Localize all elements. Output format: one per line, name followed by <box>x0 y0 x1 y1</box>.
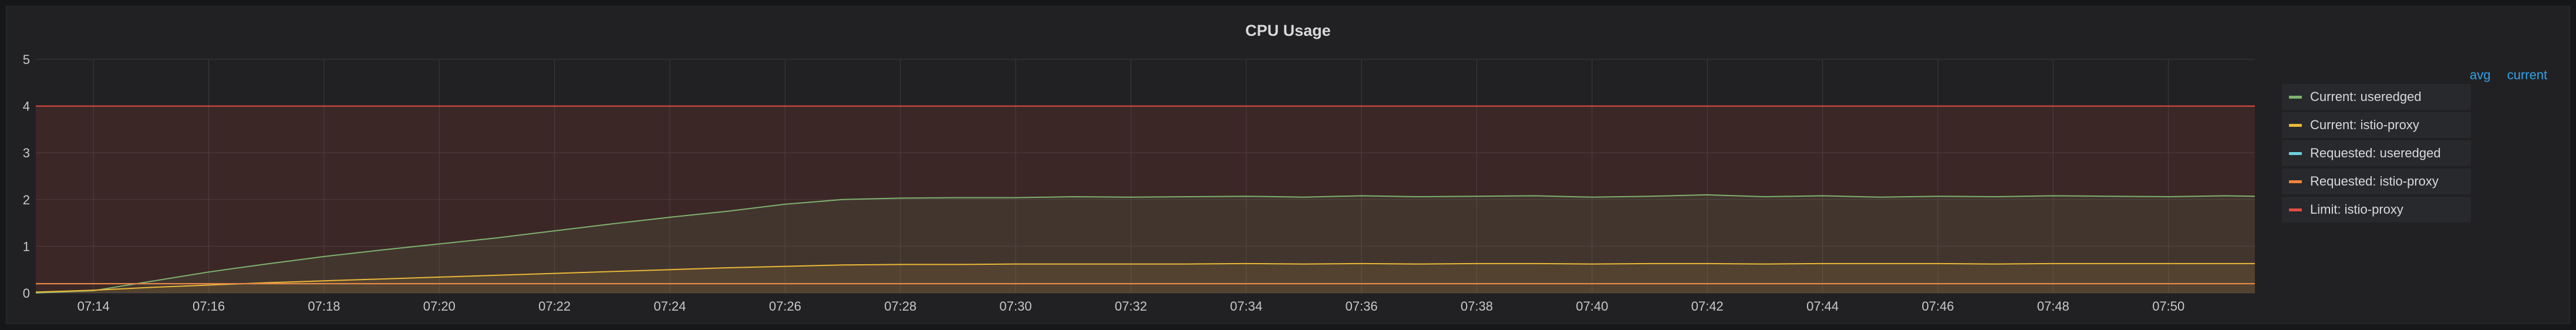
x-tick-label: 07:22 <box>538 299 571 314</box>
series-area-current-istio-proxy <box>36 263 2255 293</box>
x-tick-label: 07:40 <box>1576 299 1608 314</box>
legend-swatch <box>2289 180 2302 183</box>
x-tick-label: 07:32 <box>1115 299 1147 314</box>
legend-item-label: Limit: istio-proxy <box>2310 202 2403 217</box>
threshold-region <box>36 106 2255 293</box>
panel-title[interactable]: CPU Usage <box>1245 22 1331 39</box>
x-tick-label: 07:46 <box>1921 299 1954 314</box>
y-tick-label: 2 <box>23 193 30 207</box>
legend-column-current[interactable]: current <box>2507 68 2548 82</box>
x-tick-label: 07:34 <box>1230 299 1262 314</box>
legend-columns-header: avg current <box>2470 68 2560 83</box>
legend-item-limit-istio-proxy[interactable]: Limit: istio-proxy <box>2282 197 2471 223</box>
legend-item-label: Current: istio-proxy <box>2310 117 2419 132</box>
legend-item-requested-useredged[interactable]: Requested: useredged <box>2282 140 2471 166</box>
chart-grid <box>36 59 2255 294</box>
x-axis: 07:14 07:16 07:18 07:20 07:22 07:24 07:26 07:28… <box>77 299 2185 314</box>
x-tick-label: 07:38 <box>1461 299 1493 314</box>
y-tick-label: 3 <box>23 146 30 160</box>
legend-swatch <box>2289 123 2302 127</box>
legend-item-current-useredged[interactable]: Current: useredged <box>2282 84 2471 110</box>
x-tick-label: 07:20 <box>423 299 456 314</box>
y-tick-label: 1 <box>23 239 30 254</box>
x-tick-label: 07:42 <box>1691 299 1724 314</box>
legend-item-label: Requested: useredged <box>2310 146 2441 160</box>
x-tick-label: 07:30 <box>1000 299 1032 314</box>
y-tick-label: 5 <box>23 52 30 67</box>
x-tick-label: 07:48 <box>2037 299 2069 314</box>
x-tick-label: 07:44 <box>1806 299 1839 314</box>
legend-swatch <box>2289 208 2302 211</box>
chart-series <box>35 105 2255 294</box>
x-tick-label: 07:36 <box>1346 299 1378 314</box>
series-line-current-istio-proxy <box>35 262 2255 293</box>
threshold-fill <box>36 106 2255 293</box>
y-tick-label: 0 <box>23 286 30 301</box>
legend-item-label: Requested: istio-proxy <box>2310 174 2439 188</box>
legend-column-avg[interactable]: avg <box>2470 68 2491 82</box>
x-tick-label: 07:24 <box>653 299 686 314</box>
y-tick-label: 4 <box>23 99 30 114</box>
legend-list: Current: useredged Current: istio-proxy … <box>2282 84 2471 225</box>
x-tick-label: 07:50 <box>2152 299 2184 314</box>
x-tick-label: 07:18 <box>308 299 340 314</box>
x-tick-label: 07:28 <box>884 299 916 314</box>
x-tick-label: 07:16 <box>193 299 225 314</box>
legend-item-label: Current: useredged <box>2310 89 2422 104</box>
legend-swatch <box>2289 151 2302 155</box>
y-axis: 0 1 2 3 4 5 <box>23 52 30 301</box>
legend-item-current-istio-proxy[interactable]: Current: istio-proxy <box>2282 112 2471 138</box>
legend-item-requested-istio-proxy[interactable]: Requested: istio-proxy <box>2282 169 2471 194</box>
series-area-current-useredged <box>36 194 2255 293</box>
legend-swatch <box>2289 95 2302 99</box>
x-tick-label: 07:26 <box>769 299 801 314</box>
series-line-current-useredged <box>35 194 2255 294</box>
x-tick-label: 07:14 <box>77 299 110 314</box>
